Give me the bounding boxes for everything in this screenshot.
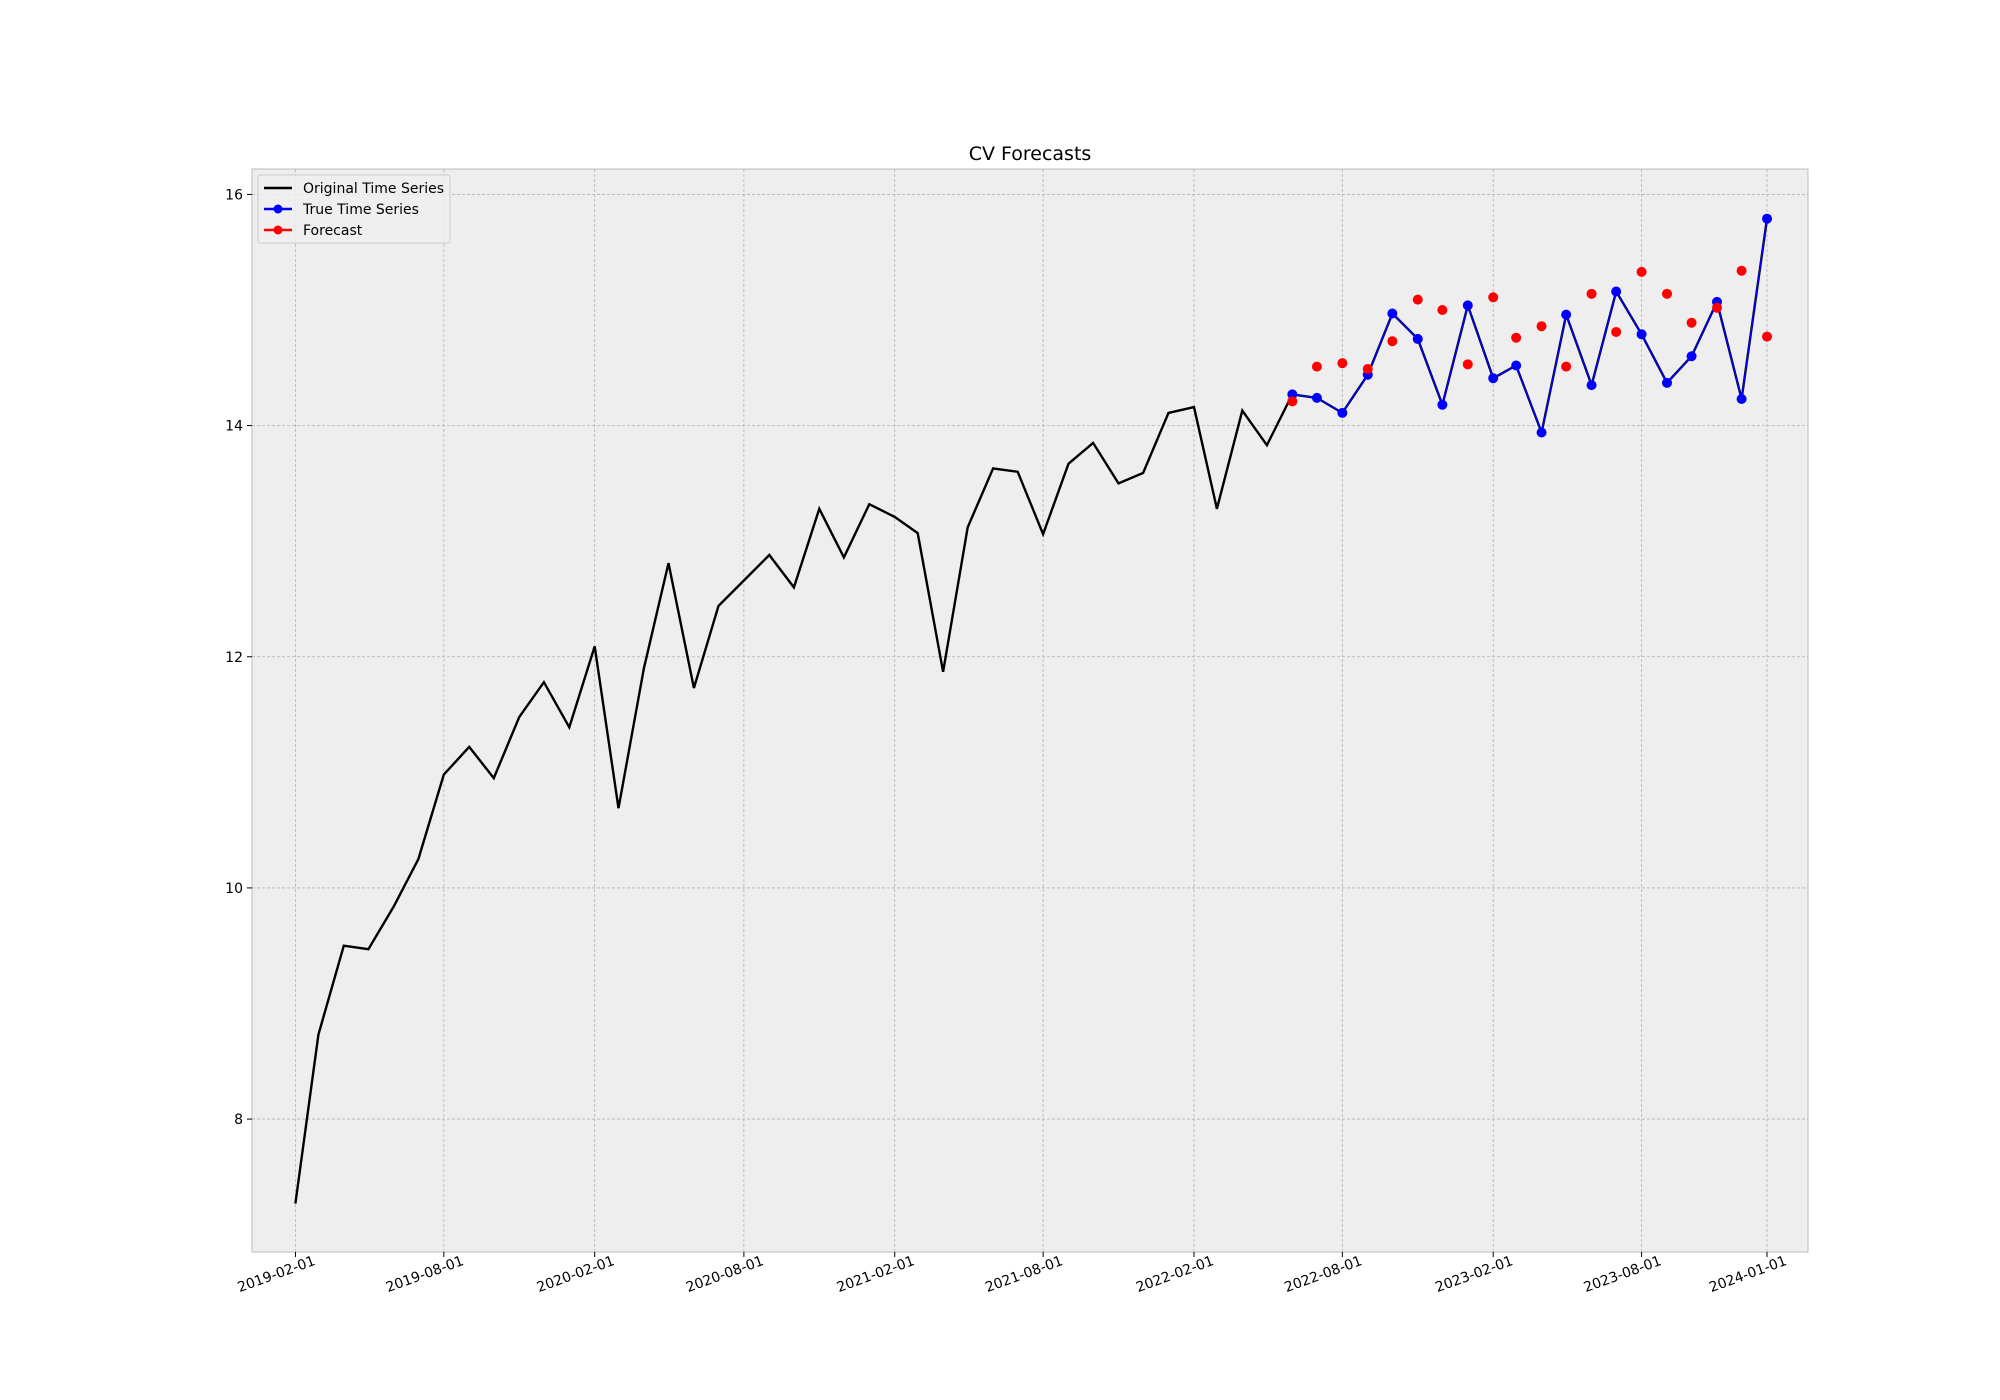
x-tick-label: 2020-08-01 xyxy=(684,1253,766,1296)
data-point xyxy=(1586,288,1597,299)
data-point xyxy=(1337,407,1348,418)
data-point xyxy=(1762,331,1773,342)
x-tick-label: 2021-08-01 xyxy=(983,1253,1065,1296)
chart-title: CV Forecasts xyxy=(969,143,1092,165)
data-point xyxy=(1736,265,1747,276)
data-point xyxy=(1511,360,1522,371)
data-point xyxy=(1712,302,1723,313)
series-layer xyxy=(294,213,1773,1204)
data-point xyxy=(1287,396,1298,407)
legend-label: True Time Series xyxy=(302,202,419,218)
data-point xyxy=(1611,286,1622,297)
data-point xyxy=(1311,392,1322,403)
data-point xyxy=(1462,359,1473,370)
data-point xyxy=(1586,380,1597,391)
y-tick-label: 12 xyxy=(225,650,243,666)
data-point xyxy=(1311,361,1322,372)
data-point xyxy=(1561,309,1572,320)
x-tick-label: 2019-08-01 xyxy=(384,1253,466,1296)
data-point xyxy=(1686,317,1697,328)
x-tick-label: 2021-02-01 xyxy=(835,1253,917,1296)
x-tick-label: 2022-02-01 xyxy=(1134,1253,1216,1296)
data-point xyxy=(1661,377,1672,388)
data-point xyxy=(1412,333,1423,344)
data-point xyxy=(1488,373,1499,384)
data-point xyxy=(1437,305,1448,316)
legend-label: Forecast xyxy=(303,223,363,239)
data-point xyxy=(1636,266,1647,277)
data-point xyxy=(1536,427,1547,438)
series-true-time-series xyxy=(1287,213,1773,438)
y-tick-label: 8 xyxy=(234,1112,243,1128)
x-tick-label: 2019-02-01 xyxy=(236,1253,318,1296)
data-point xyxy=(1337,358,1348,369)
data-point xyxy=(1387,336,1398,347)
series-line xyxy=(1292,218,1768,436)
data-point xyxy=(1412,294,1423,305)
legend-label: Original Time Series xyxy=(303,181,444,197)
x-tick-label: 2020-02-01 xyxy=(535,1253,617,1296)
grid-lines xyxy=(252,169,1808,1252)
data-point xyxy=(1462,300,1473,311)
x-axis-ticks: 2019-02-01 2019-08-01 2020-02-01 2020-08-01… xyxy=(236,1252,1789,1296)
data-point xyxy=(1387,308,1398,319)
series-forecast xyxy=(1287,265,1773,407)
x-tick-label: 2023-08-01 xyxy=(1582,1253,1664,1296)
data-point xyxy=(1736,394,1747,405)
plot-area xyxy=(251,168,1809,1253)
legend: Original Time Series True Time Series Fore… xyxy=(257,174,451,244)
legend-box xyxy=(257,174,451,244)
y-axis-ticks: 8 10 12 14 16 xyxy=(225,187,252,1128)
data-point xyxy=(1762,213,1773,224)
data-point xyxy=(1636,329,1647,340)
y-tick-label: 16 xyxy=(225,187,243,203)
x-tick-label: 2022-08-01 xyxy=(1282,1253,1364,1296)
data-point xyxy=(1437,399,1448,410)
data-point xyxy=(1686,351,1697,362)
x-tick-label: 2024-01-01 xyxy=(1707,1253,1789,1296)
x-tick-label: 2023-02-01 xyxy=(1433,1253,1515,1296)
legend-marker xyxy=(273,225,283,235)
data-point xyxy=(1362,363,1373,374)
data-point xyxy=(1561,361,1572,372)
data-point xyxy=(1661,288,1672,299)
y-tick-label: 10 xyxy=(225,881,243,897)
data-point xyxy=(1287,389,1298,400)
data-point xyxy=(1536,321,1547,332)
y-tick-label: 14 xyxy=(225,419,243,435)
legend-marker xyxy=(273,204,283,214)
data-point xyxy=(1511,332,1522,343)
data-point xyxy=(1611,326,1622,337)
data-point xyxy=(1488,292,1499,303)
